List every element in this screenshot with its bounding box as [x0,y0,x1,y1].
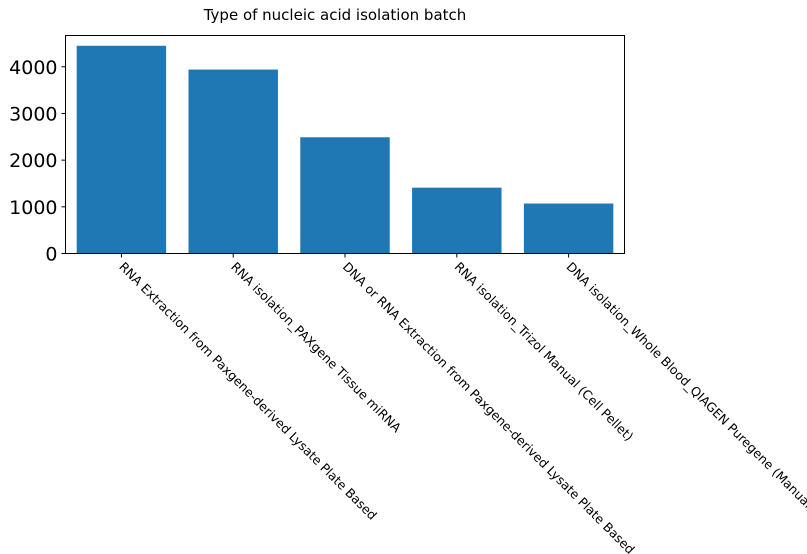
y-tick-label: 0 [45,244,57,266]
bar-4 [412,187,502,254]
plot-area [76,45,614,254]
bar-2 [188,69,278,254]
y-tick-label: 4000 [9,57,57,79]
bar-3 [300,137,390,254]
bar-5 [523,203,614,254]
x-tick-label: DNA isolation_Whole Blood_QIAGEN Puregen… [563,259,807,514]
chart-title: Type of nucleic acid isolation batch [203,6,467,24]
y-tick-label: 3000 [9,103,57,125]
bar-1 [76,45,167,254]
y-tick-label: 1000 [9,197,57,219]
plot-frame [65,35,625,254]
x-axis: RNA Extraction from Paxgene-derived Lysa… [116,253,807,554]
y-tick-label: 2000 [9,150,57,172]
y-axis: 0 1000 2000 3000 4000 [9,57,66,266]
x-tick-label: RNA Extraction from Paxgene-derived Lysa… [116,259,380,523]
x-tick-label: RNA isolation_Trizol Manual (Cell Pellet… [452,259,637,444]
